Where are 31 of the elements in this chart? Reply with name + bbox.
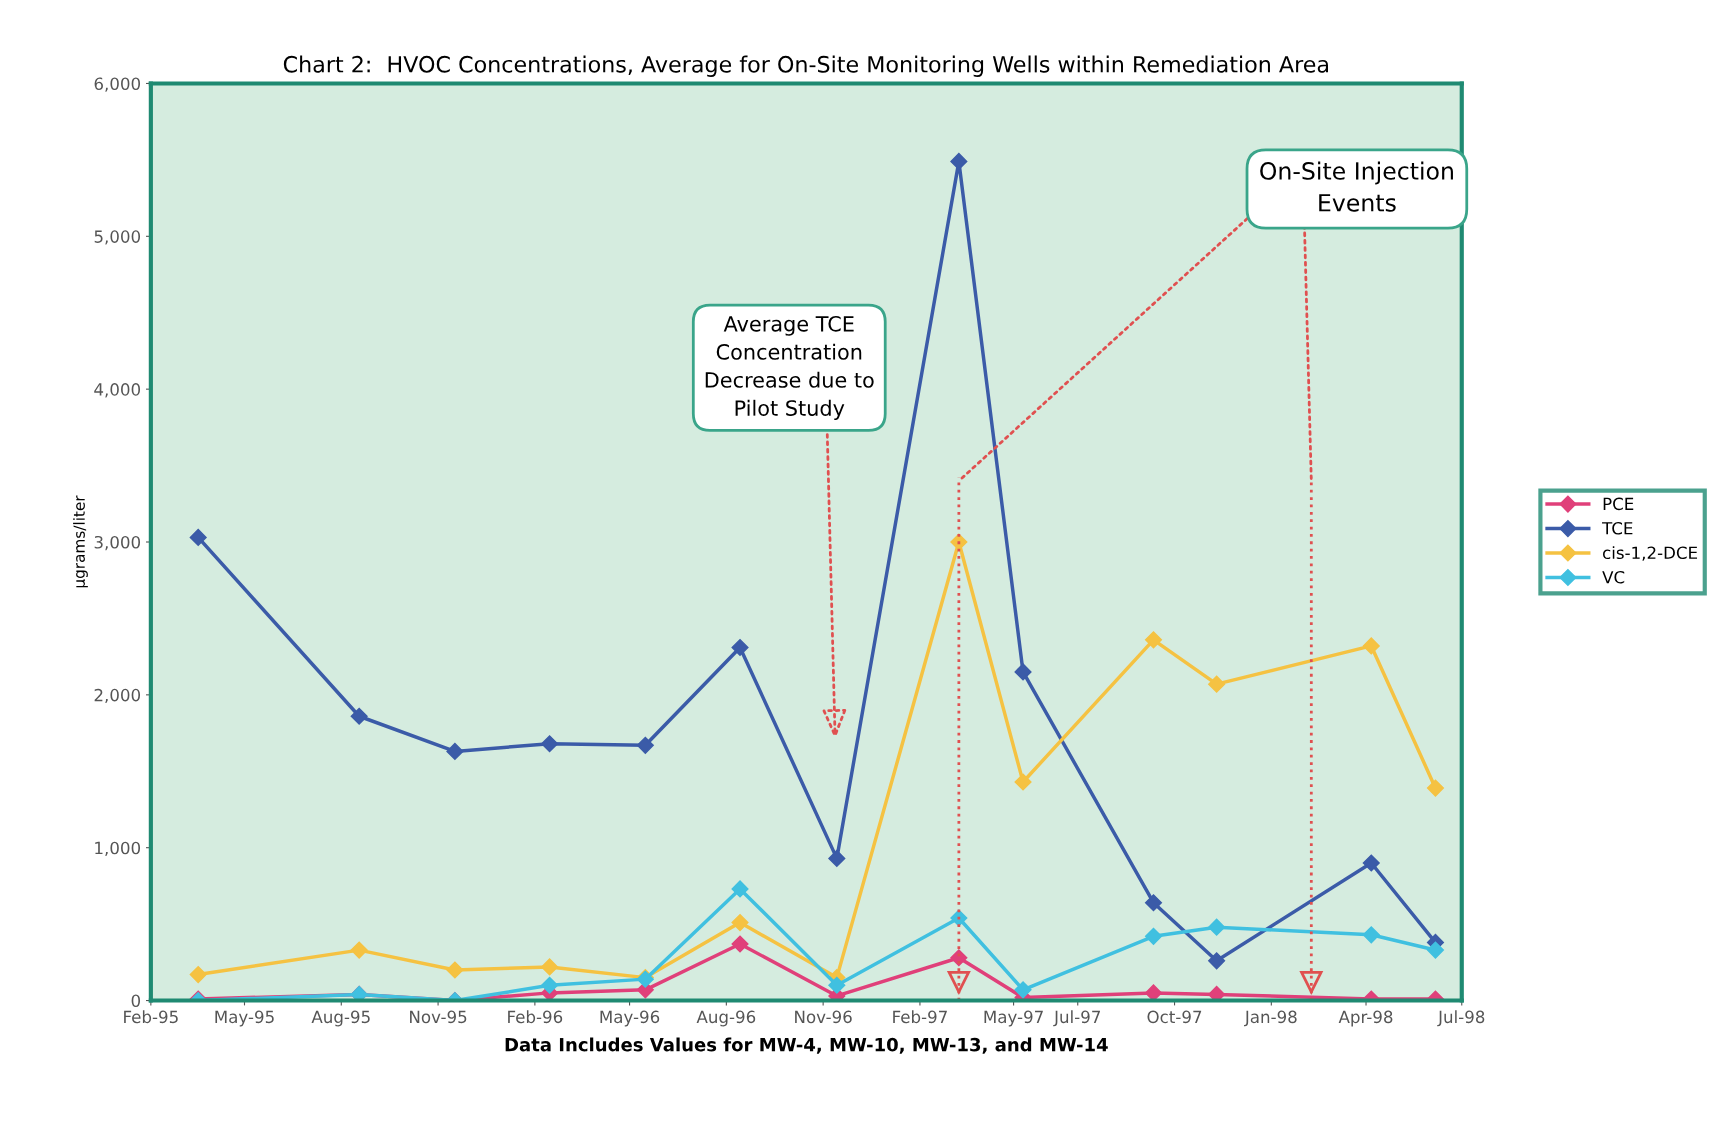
legend-label: VC xyxy=(1602,570,1625,584)
x-tick-label: May-97 xyxy=(984,1010,1043,1027)
x-tick-label: Nov-96 xyxy=(795,1010,852,1024)
x-tick-label: Jul-98 xyxy=(1437,1010,1485,1027)
y-tick-label: 5,000 xyxy=(94,230,141,245)
x-tick-label: Aug-96 xyxy=(696,1010,756,1027)
legend-label: PCE xyxy=(1603,497,1634,511)
annotation: On-Site Injection Events xyxy=(1260,161,1453,212)
legend-label: cis-1,2-DCE xyxy=(1603,546,1698,561)
x-axis-title: Data Includes Values for MW-4, MW-10, MW-13, and MW-14 xyxy=(505,1037,1108,1054)
y-tick-label: 1,000 xyxy=(95,841,141,856)
x-tick-label: Feb-95 xyxy=(124,1010,178,1024)
y-tick-label: 0 xyxy=(131,994,141,1008)
y-tick-label: 6,000 xyxy=(94,77,141,92)
x-tick-label: Feb-97 xyxy=(893,1010,947,1024)
x-tick-label: Feb-96 xyxy=(508,1010,563,1024)
y-axis-title: µgrams/liter xyxy=(73,495,88,588)
y-tick-label: 4,000 xyxy=(94,383,141,398)
x-tick-label: Jul-97 xyxy=(1053,1010,1100,1027)
y-tick-label: 3,000 xyxy=(94,535,141,551)
x-tick-label: Nov-95 xyxy=(410,1010,467,1024)
y-tick-label: 2,000 xyxy=(94,688,141,704)
x-tick-label: May-96 xyxy=(600,1010,660,1027)
x-tick-label: Jan-98 xyxy=(1244,1010,1297,1027)
annotation: Average TCE Concentration Decrease due to Pilot Study xyxy=(705,315,874,420)
x-tick-label: Apr-98 xyxy=(1338,1010,1393,1027)
chart-title: Chart 2: HVOC Concentrations, Average for On-Site Monitoring Wells within Remediation Area xyxy=(283,55,1329,77)
x-tick-label: Oct-97 xyxy=(1147,1010,1202,1024)
x-tick-label: Aug-95 xyxy=(311,1010,370,1027)
x-tick-label: May-95 xyxy=(215,1010,274,1027)
legend-label: TCE xyxy=(1602,522,1633,535)
